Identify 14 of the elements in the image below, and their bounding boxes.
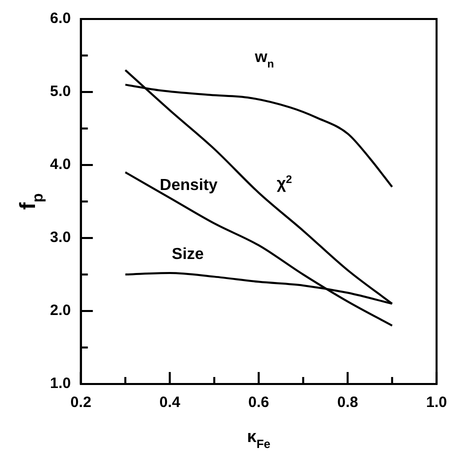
series-label: Size (172, 246, 204, 264)
y-tick-label: 2.0 (50, 302, 71, 320)
x-tick-label: 0.8 (337, 394, 358, 412)
series-label: Density (160, 176, 218, 194)
y-tick-label: 3.0 (50, 229, 71, 246)
x-tick-label: 0.6 (248, 394, 270, 412)
y-axis-title: fp (14, 193, 47, 210)
x-tick-label: 0.2 (70, 394, 92, 412)
y-tick-label: 6.0 (50, 10, 71, 28)
y-tick-label: 5.0 (50, 83, 71, 100)
x-tick-label: 1.0 (426, 394, 448, 412)
y-tick-label: 1.0 (50, 375, 71, 392)
x-tick-label: 0.4 (159, 394, 181, 412)
y-tick-label: 4.0 (50, 156, 71, 174)
